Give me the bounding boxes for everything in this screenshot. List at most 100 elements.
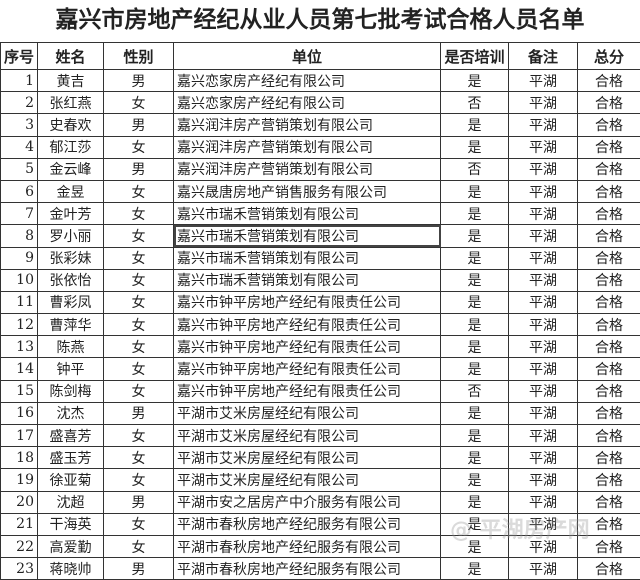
company-cell[interactable]: 嘉兴恋家房产经纪有限公司: [173, 91, 441, 115]
index-cell[interactable]: 13: [0, 335, 38, 359]
trained-cell[interactable]: 否: [440, 157, 509, 181]
company-cell[interactable]: 嘉兴润沣房产营销策划有限公司: [173, 113, 441, 137]
remark-cell[interactable]: 平湖: [508, 268, 578, 292]
result-cell[interactable]: 合格: [577, 91, 640, 115]
name-cell[interactable]: 干海英: [37, 512, 104, 536]
name-cell[interactable]: 高爱勤: [37, 534, 104, 559]
company-cell[interactable]: 嘉兴市钟平房地产经纪有限责任公司: [173, 290, 441, 315]
remark-cell[interactable]: 平湖: [508, 557, 578, 580]
remark-cell[interactable]: 平湖: [508, 379, 578, 403]
index-cell[interactable]: 21: [0, 512, 38, 536]
company-cell[interactable]: 平湖市春秋房地产经纪服务有限公司: [173, 534, 441, 559]
result-cell[interactable]: 合格: [577, 534, 640, 559]
result-cell[interactable]: 合格: [577, 379, 640, 403]
name-cell[interactable]: 金昱: [37, 179, 104, 204]
name-cell[interactable]: 陈剑梅: [37, 379, 104, 403]
trained-cell[interactable]: 否: [440, 91, 509, 115]
result-cell[interactable]: 合格: [577, 246, 640, 270]
gender-cell[interactable]: 女: [103, 468, 174, 492]
trained-cell[interactable]: 是: [440, 557, 509, 580]
remark-cell[interactable]: 平湖: [508, 423, 578, 448]
trained-cell[interactable]: 是: [440, 335, 509, 359]
index-cell[interactable]: 6: [0, 179, 38, 204]
company-cell[interactable]: 平湖市春秋房地产经纪服务有限公司: [173, 557, 441, 580]
index-cell[interactable]: 8: [0, 224, 38, 248]
trained-cell[interactable]: 是: [440, 202, 509, 226]
result-cell[interactable]: 合格: [577, 157, 640, 181]
trained-cell[interactable]: 是: [440, 290, 509, 315]
trained-cell[interactable]: 是: [440, 224, 509, 248]
company-cell[interactable]: 嘉兴市钟平房地产经纪有限责任公司: [173, 335, 441, 359]
trained-cell[interactable]: 是: [440, 313, 509, 337]
index-cell[interactable]: 14: [0, 357, 38, 381]
gender-cell[interactable]: 女: [103, 268, 174, 292]
index-cell[interactable]: 4: [0, 135, 38, 159]
remark-cell[interactable]: 平湖: [508, 534, 578, 559]
remark-cell[interactable]: 平湖: [508, 446, 578, 470]
index-cell[interactable]: 3: [0, 113, 38, 137]
trained-cell[interactable]: 是: [440, 268, 509, 292]
name-cell[interactable]: 沈杰: [37, 401, 104, 426]
result-cell[interactable]: 合格: [577, 290, 640, 315]
name-cell[interactable]: 罗小丽: [37, 224, 104, 248]
trained-cell[interactable]: 否: [440, 379, 509, 403]
remark-cell[interactable]: 平湖: [508, 490, 578, 514]
result-cell[interactable]: 合格: [577, 357, 640, 381]
remark-cell[interactable]: 平湖: [508, 401, 578, 426]
result-cell[interactable]: 合格: [577, 401, 640, 426]
index-cell[interactable]: 9: [0, 246, 38, 270]
remark-cell[interactable]: 平湖: [508, 91, 578, 115]
name-cell[interactable]: 盛喜芳: [37, 423, 104, 448]
name-cell[interactable]: 沈超: [37, 490, 104, 514]
gender-cell[interactable]: 女: [103, 224, 174, 248]
gender-cell[interactable]: 男: [103, 490, 174, 514]
gender-cell[interactable]: 女: [103, 246, 174, 270]
name-cell[interactable]: 蒋晓帅: [37, 557, 104, 580]
index-cell[interactable]: 5: [0, 157, 38, 181]
index-cell[interactable]: 20: [0, 490, 38, 514]
company-cell[interactable]: 嘉兴市钟平房地产经纪有限责任公司: [173, 379, 441, 403]
company-cell[interactable]: 嘉兴市瑞禾营销策划有限公司: [173, 224, 441, 248]
company-cell[interactable]: 平湖市春秋房地产经纪服务有限公司: [173, 512, 441, 536]
index-cell[interactable]: 16: [0, 401, 38, 426]
company-cell[interactable]: 嘉兴市瑞禾营销策划有限公司: [173, 268, 441, 292]
trained-cell[interactable]: 是: [440, 135, 509, 159]
index-cell[interactable]: 17: [0, 423, 38, 448]
remark-cell[interactable]: 平湖: [508, 357, 578, 381]
trained-cell[interactable]: 是: [440, 490, 509, 514]
trained-cell[interactable]: 是: [440, 246, 509, 270]
name-cell[interactable]: 郁江莎: [37, 135, 104, 159]
name-cell[interactable]: 张红燕: [37, 91, 104, 115]
index-cell[interactable]: 7: [0, 202, 38, 226]
remark-cell[interactable]: 平湖: [508, 135, 578, 159]
result-cell[interactable]: 合格: [577, 202, 640, 226]
trained-cell[interactable]: 是: [440, 68, 509, 93]
remark-cell[interactable]: 平湖: [508, 202, 578, 226]
gender-cell[interactable]: 女: [103, 534, 174, 559]
name-cell[interactable]: 张依怡: [37, 268, 104, 292]
trained-cell[interactable]: 是: [440, 179, 509, 204]
result-cell[interactable]: 合格: [577, 68, 640, 93]
name-cell[interactable]: 徐亚菊: [37, 468, 104, 492]
remark-cell[interactable]: 平湖: [508, 224, 578, 248]
remark-cell[interactable]: 平湖: [508, 68, 578, 93]
gender-cell[interactable]: 男: [103, 68, 174, 93]
name-cell[interactable]: 金叶芳: [37, 202, 104, 226]
name-cell[interactable]: 曹彩凤: [37, 290, 104, 315]
company-cell[interactable]: 嘉兴晟唐房地产销售服务有限公司: [173, 179, 441, 204]
name-cell[interactable]: 钟平: [37, 357, 104, 381]
gender-cell[interactable]: 女: [103, 423, 174, 448]
gender-cell[interactable]: 男: [103, 157, 174, 181]
remark-cell[interactable]: 平湖: [508, 179, 578, 204]
company-cell[interactable]: 平湖市艾米房屋经纪有限公司: [173, 468, 441, 492]
name-cell[interactable]: 陈燕: [37, 335, 104, 359]
result-cell[interactable]: 合格: [577, 423, 640, 448]
gender-cell[interactable]: 女: [103, 135, 174, 159]
company-cell[interactable]: 平湖市艾米房屋经纪有限公司: [173, 423, 441, 448]
gender-cell[interactable]: 女: [103, 91, 174, 115]
remark-cell[interactable]: 平湖: [508, 468, 578, 492]
company-cell[interactable]: 平湖市艾米房屋经纪有限公司: [173, 401, 441, 426]
result-cell[interactable]: 合格: [577, 113, 640, 137]
company-cell[interactable]: 嘉兴市钟平房地产经纪有限责任公司: [173, 313, 441, 337]
gender-cell[interactable]: 女: [103, 357, 174, 381]
